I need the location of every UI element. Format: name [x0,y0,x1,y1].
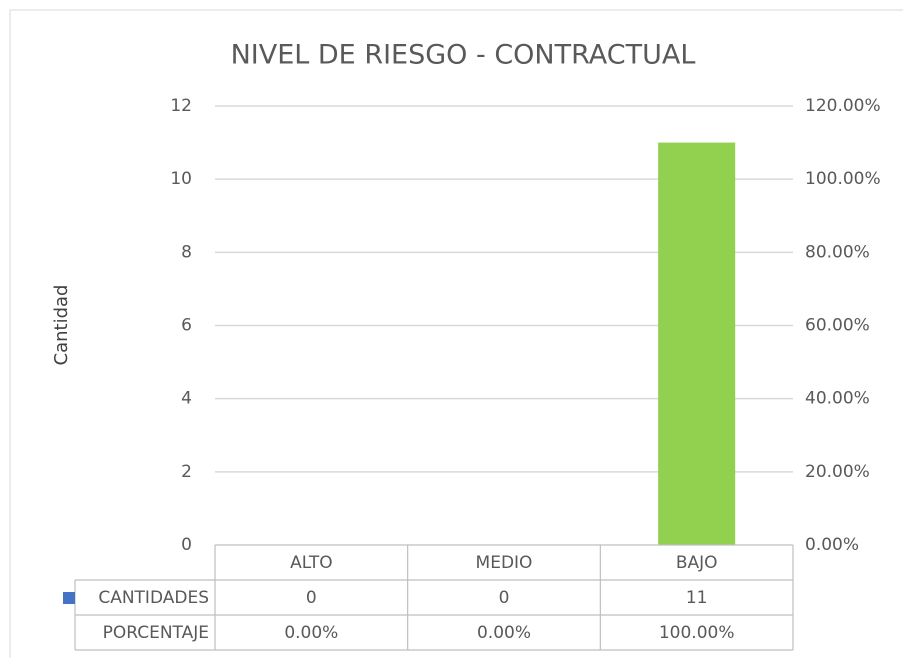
table-value: 0.00% [284,623,338,643]
y-tick-label: 10 [170,169,192,189]
x-tick-label: BAJO [676,553,718,573]
y2-tick-label: 120.00% [805,96,881,116]
legend-label: CANTIDADES [98,588,209,608]
chart-title: NIVEL DE RIESGO - CONTRACTUAL [231,40,696,71]
x-tick-label: MEDIO [476,553,533,573]
x-tick-label: ALTO [290,553,333,573]
y-tick-label: 6 [181,316,192,336]
y-axis-label: Cantidad [51,285,72,366]
y2-tick-label: 100.00% [805,169,881,189]
bar [658,142,736,546]
table-value: 0 [499,588,510,608]
y-tick-label: 8 [181,242,192,262]
table-value: 11 [686,588,708,608]
y2-tick-label: 0.00% [805,535,859,555]
y2-tick-label: 20.00% [805,462,870,482]
y2-tick-label: 60.00% [805,316,870,336]
table-value: 100.00% [659,623,735,643]
y-tick-label: 4 [181,389,192,409]
y-tick-label: 12 [170,96,192,116]
table-value: 0.00% [477,623,531,643]
y2-tick-label: 80.00% [805,242,870,262]
legend-label: PORCENTAJE [103,623,209,643]
table-value: 0 [306,588,317,608]
legend-swatch [63,592,75,604]
y-tick-label: 0 [181,535,192,555]
y-tick-label: 2 [181,462,192,482]
chart-border [9,9,903,658]
y2-tick-label: 40.00% [805,389,870,409]
